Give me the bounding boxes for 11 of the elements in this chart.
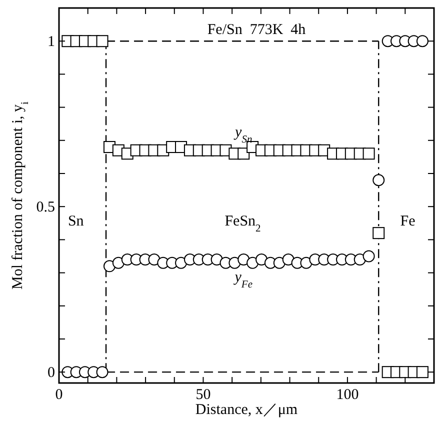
x-tick-label: 50 xyxy=(196,387,211,403)
y-tick-label: 1 xyxy=(48,34,55,50)
text: Fe/Sn 773K 4h xyxy=(207,22,306,38)
annotation: Sn xyxy=(68,214,84,230)
y-tick-label: 0 xyxy=(48,365,55,382)
x-tick-label: 100 xyxy=(336,387,359,403)
series-label: y$_{Fe}$ xyxy=(232,270,253,290)
annotation: FeSn$_{2}$ xyxy=(224,214,261,234)
x-axis-title: Distance, x／μm xyxy=(195,402,298,418)
y-tick-label: 0.5 xyxy=(36,200,55,216)
annotation: Fe xyxy=(400,214,416,230)
